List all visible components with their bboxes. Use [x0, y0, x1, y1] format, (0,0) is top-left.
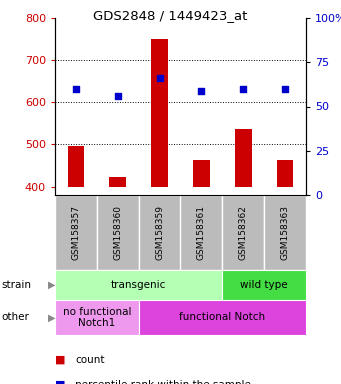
Text: ▶: ▶	[48, 280, 56, 290]
Point	[199, 88, 204, 94]
Point	[157, 75, 162, 81]
Bar	[264, 195, 306, 270]
Bar	[139, 300, 306, 335]
Text: count: count	[75, 355, 105, 365]
Text: no functional
Notch1: no functional Notch1	[63, 307, 131, 328]
Point	[282, 86, 288, 92]
Bar	[193, 160, 210, 187]
Text: GDS2848 / 1449423_at: GDS2848 / 1449423_at	[93, 9, 248, 22]
Text: GSM158360: GSM158360	[113, 205, 122, 260]
Text: GSM158359: GSM158359	[155, 205, 164, 260]
Bar	[68, 146, 84, 187]
Bar	[55, 300, 139, 335]
Bar	[151, 39, 168, 187]
Text: percentile rank within the sample: percentile rank within the sample	[75, 380, 251, 384]
Text: GSM158363: GSM158363	[281, 205, 290, 260]
Text: transgenic: transgenic	[111, 280, 166, 290]
Text: other: other	[2, 313, 30, 323]
Text: ■: ■	[55, 380, 65, 384]
Point	[240, 86, 246, 92]
Bar	[139, 195, 180, 270]
Bar	[235, 129, 252, 187]
Point	[115, 93, 120, 99]
Text: strain: strain	[2, 280, 32, 290]
Bar	[55, 195, 97, 270]
Text: ■: ■	[55, 355, 65, 365]
Text: functional Notch: functional Notch	[179, 313, 265, 323]
Text: GSM158357: GSM158357	[71, 205, 80, 260]
Bar	[109, 177, 126, 187]
Text: wild type: wild type	[240, 280, 288, 290]
Text: GSM158362: GSM158362	[239, 205, 248, 260]
Bar	[180, 195, 222, 270]
Text: ▶: ▶	[48, 313, 56, 323]
Text: GSM158361: GSM158361	[197, 205, 206, 260]
Bar	[277, 160, 294, 187]
Point	[73, 86, 79, 92]
Bar	[222, 270, 306, 300]
Bar	[97, 195, 139, 270]
Bar	[222, 195, 264, 270]
Bar	[55, 270, 222, 300]
